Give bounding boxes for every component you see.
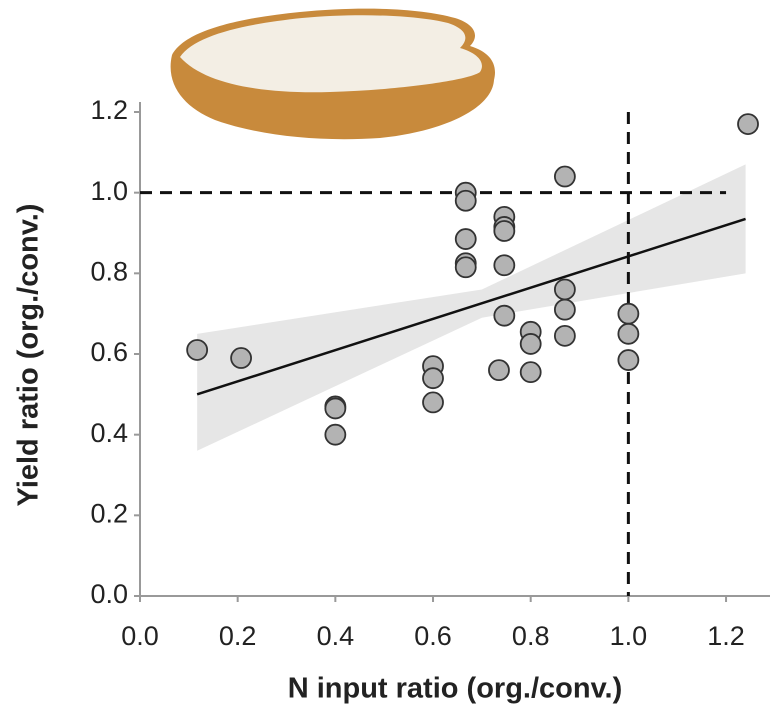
y-tick-label: 0.6 [90,337,128,367]
x-tick-label: 0.0 [121,621,159,651]
point [555,300,575,320]
x-axis-title: N input ratio (org./conv.) [288,673,623,705]
y-tick-label: 0.0 [90,579,128,609]
x-tick-label: 0.8 [512,621,550,651]
y-tick-label: 0.8 [90,256,128,286]
point [618,304,638,324]
point [231,348,251,368]
point [521,362,541,382]
y-tick-label: 1.2 [90,95,128,125]
point [618,324,638,344]
y-axis-title: Yield ratio (org./conv.) [13,204,45,507]
chart: N input ratio (org./conv.) Yield ratio (… [0,0,772,712]
y-tick-label: 1.0 [90,176,128,206]
point [494,221,514,241]
x-tick-label: 1.0 [610,621,648,651]
point [187,340,207,360]
point [423,392,443,412]
point [456,191,476,211]
point [521,334,541,354]
point [423,368,443,388]
point [494,255,514,275]
bread-icon [171,9,495,140]
x-tick-label: 0.2 [219,621,257,651]
point [456,257,476,277]
point [738,114,758,134]
point [555,279,575,299]
point [555,326,575,346]
point [494,306,514,326]
y-tick-label: 0.4 [90,418,128,448]
x-tick-label: 0.6 [414,621,452,651]
point [325,398,345,418]
x-tick-label: 1.2 [707,621,745,651]
y-tick-label: 0.2 [90,498,128,528]
point [325,425,345,445]
x-tick-label: 0.4 [317,621,355,651]
point [618,350,638,370]
point [456,229,476,249]
point [489,360,509,380]
point [555,167,575,187]
